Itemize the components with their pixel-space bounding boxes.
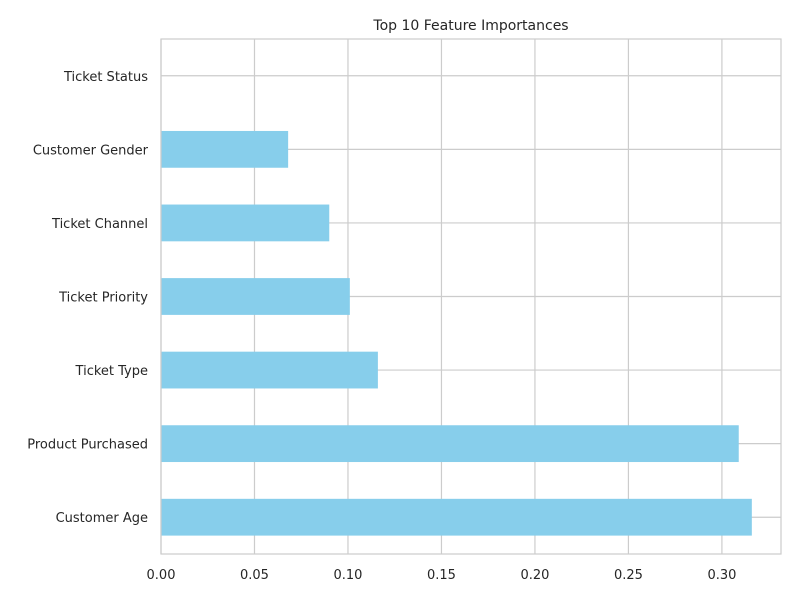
bar-ticket-channel (161, 204, 330, 242)
x-tick-label: 0.10 (333, 568, 362, 583)
bar-product-purchased (161, 425, 739, 463)
x-tick-label: 0.05 (240, 568, 269, 583)
bar-ticket-priority (161, 278, 350, 315)
y-tick-label: Ticket Type (75, 364, 148, 379)
x-tick-label: 0.25 (614, 568, 643, 583)
y-tick-label: Customer Gender (33, 143, 149, 158)
x-tick-labels: 0.00 0.05 0.10 0.15 0.20 0.25 0.30 (147, 568, 737, 583)
bar-customer-gender (161, 130, 289, 168)
plot-frame (160, 38, 782, 555)
y-tick-labels: Customer Age Product Purchased Ticket Type… (27, 70, 148, 526)
x-tick-label: 0.00 (147, 568, 176, 583)
chart-title: Top 10 Feature Importances (372, 18, 568, 34)
x-tick-label: 0.20 (520, 568, 549, 583)
y-tick-label: Ticket Priority (58, 291, 148, 306)
bars (161, 130, 752, 536)
x-tick-label: 0.30 (707, 568, 736, 583)
y-tick-label: Ticket Channel (51, 217, 148, 232)
bar-ticket-type (161, 351, 378, 389)
x-tick-label: 0.15 (427, 568, 456, 583)
y-tick-label: Product Purchased (27, 438, 148, 453)
y-tick-label: Ticket Status (63, 70, 148, 85)
bar-customer-age (161, 498, 752, 536)
y-tick-label: Customer Age (56, 511, 148, 526)
